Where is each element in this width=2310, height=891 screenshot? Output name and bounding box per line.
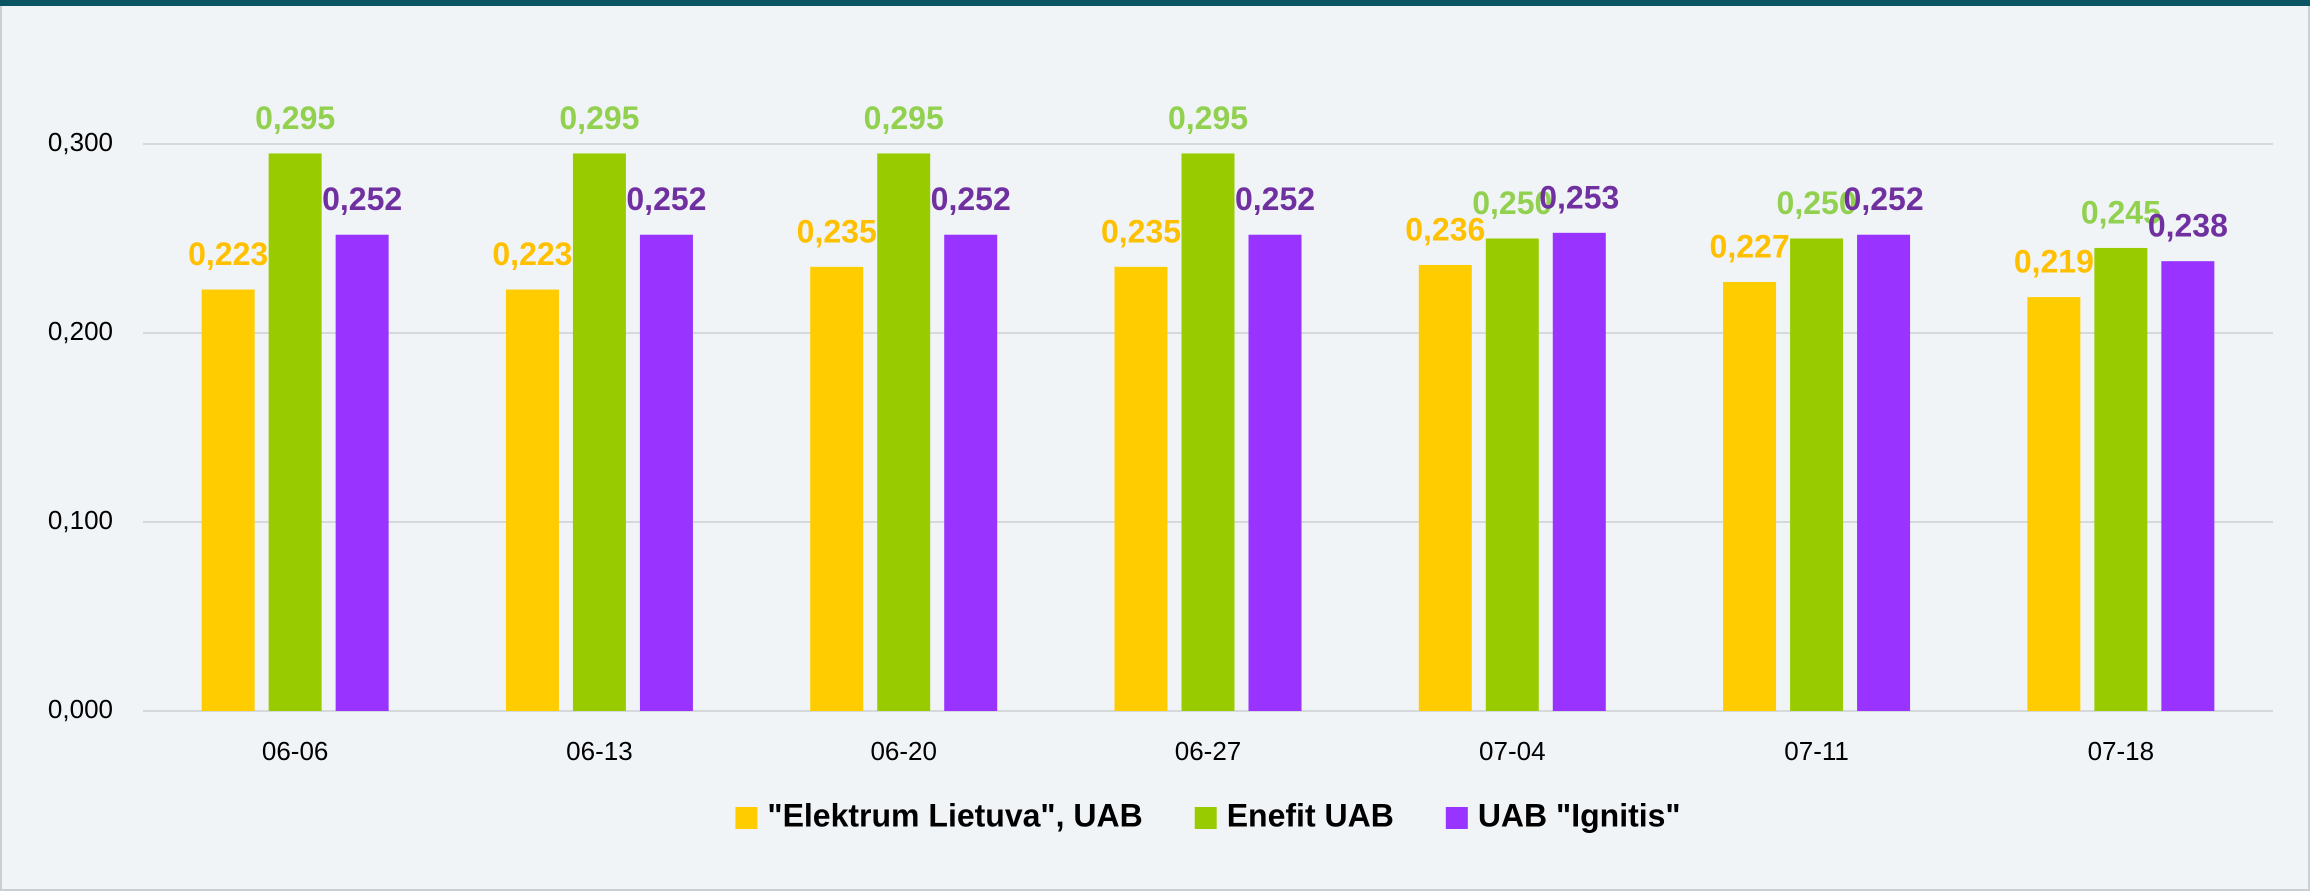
data-label: 0,238 <box>2148 208 2228 244</box>
bar <box>1114 266 1168 711</box>
data-label: 0,235 <box>1101 213 1181 249</box>
data-label: 0,223 <box>188 236 268 272</box>
bar <box>268 153 322 711</box>
bar <box>1248 234 1302 711</box>
y-tick-label: 0,000 <box>48 694 113 724</box>
bar <box>1857 234 1911 711</box>
data-label: 0,295 <box>1168 100 1248 136</box>
data-label: 0,295 <box>255 100 335 136</box>
y-tick-label: 0,300 <box>48 127 113 157</box>
bar <box>877 153 931 711</box>
bar <box>2094 247 2148 711</box>
data-label: 0,245 <box>2081 194 2161 230</box>
bar <box>944 234 998 711</box>
x-tick-label: 06-27 <box>1175 736 1242 766</box>
data-label: 0,295 <box>559 100 639 136</box>
bar <box>572 153 626 711</box>
data-label: 0,252 <box>626 181 706 217</box>
x-tick-label: 06-20 <box>870 736 937 766</box>
data-label: 0,250 <box>1777 185 1857 221</box>
legend-swatch <box>1194 807 1217 829</box>
data-label: 0,223 <box>492 236 572 272</box>
data-label: 0,227 <box>1710 228 1790 264</box>
bar <box>1790 238 1844 711</box>
y-tick-label: 0,100 <box>48 505 113 535</box>
x-tick-label: 07-18 <box>2088 736 2155 766</box>
bar <box>1181 153 1235 711</box>
x-tick-label: 06-06 <box>262 736 329 766</box>
x-tick-label: 07-04 <box>1479 736 1546 766</box>
bar <box>505 289 559 711</box>
legend-label: "Elektrum Lietuva", UAB <box>767 797 1142 833</box>
data-label: 0,236 <box>1405 211 1485 247</box>
x-tick-label: 07-11 <box>1784 736 1849 766</box>
legend-swatch <box>735 807 758 829</box>
bar <box>335 234 389 711</box>
data-label: 0,252 <box>1844 181 1924 217</box>
bar <box>1723 281 1777 711</box>
bar <box>1485 238 1539 711</box>
bar <box>1418 264 1472 711</box>
data-label: 0,252 <box>1235 181 1315 217</box>
bar <box>2161 261 2215 711</box>
bar <box>810 266 864 711</box>
data-label: 0,252 <box>931 181 1011 217</box>
data-label: 0,250 <box>1472 185 1552 221</box>
data-label: 0,252 <box>322 181 402 217</box>
legend-label: Enefit UAB <box>1227 797 1394 833</box>
bar <box>1552 232 1606 711</box>
bar <box>639 234 693 711</box>
bar <box>2027 297 2081 711</box>
data-label: 0,235 <box>797 213 877 249</box>
legend-label: UAB "Ignitis" <box>1478 797 1681 833</box>
data-label: 0,253 <box>1539 179 1619 215</box>
legend-swatch <box>1445 807 1468 829</box>
data-label: 0,219 <box>2014 244 2094 280</box>
x-tick-label: 06-13 <box>566 736 633 766</box>
bar <box>201 289 255 711</box>
top-bar <box>0 0 2310 6</box>
y-tick-label: 0,200 <box>48 316 113 346</box>
data-label: 0,295 <box>864 100 944 136</box>
